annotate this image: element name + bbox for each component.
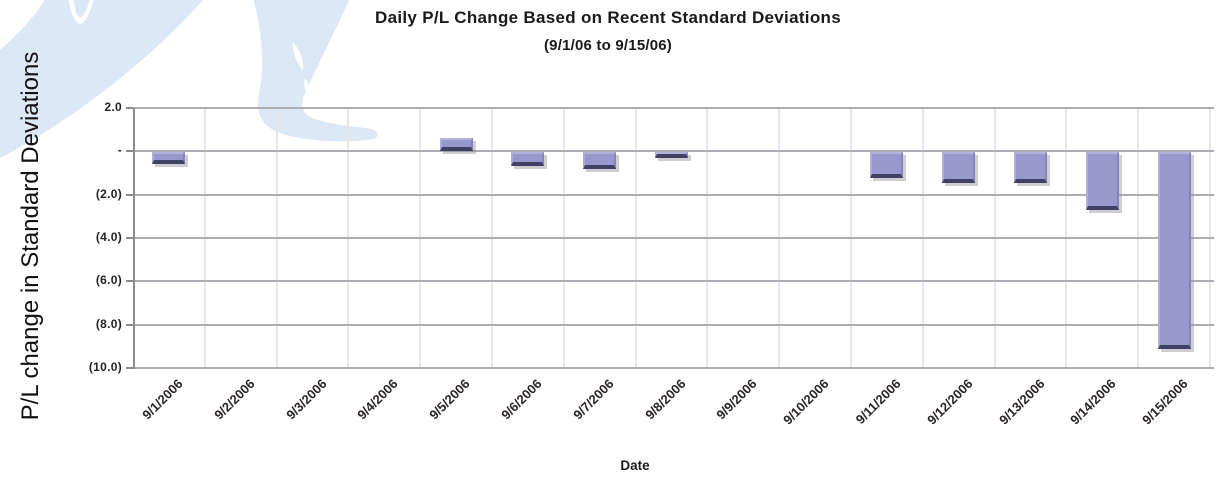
h-gridline [133,367,1214,369]
x-axis-title: Date [620,458,650,473]
y-tick-label: (2.0) [95,186,122,201]
y-tick-label: (10.0) [88,360,122,374]
y-tick [126,367,133,369]
h-gridline [133,150,1214,153]
y-tick-label: - [117,143,122,158]
bar [870,152,904,179]
y-axis-line [133,108,135,369]
bar [152,152,186,165]
y-tick [126,237,133,239]
h-gridline [133,323,1214,326]
chart-title: Daily P/L Change Based on Recent Standar… [375,8,841,27]
h-gridline [133,193,1214,196]
bar [511,152,545,167]
h-gridline [133,107,1214,109]
y-tick [126,107,133,109]
title-block: Daily P/L Change Based on Recent Standar… [0,8,1216,54]
h-gridline [133,280,1214,283]
bar [942,152,976,183]
y-tick-label: 2.0 [104,100,122,114]
bar [1085,152,1119,210]
bar [583,152,617,169]
y-axis-title: P/L change in Standard Deviations [17,51,44,421]
h-gridline [133,237,1214,239]
y-tick-label: (6.0) [95,273,122,288]
y-tick [126,323,133,326]
bar [655,152,688,159]
chart-subtitle: (9/1/06 to 9/15/06) [543,37,673,54]
y-tick [126,193,133,196]
y-tick-label: (4.0) [95,230,122,244]
y-tick [126,280,133,283]
bar [1014,152,1047,183]
y-tick-label: (8.0) [95,316,122,331]
bar [1157,152,1191,350]
bar [439,138,473,152]
